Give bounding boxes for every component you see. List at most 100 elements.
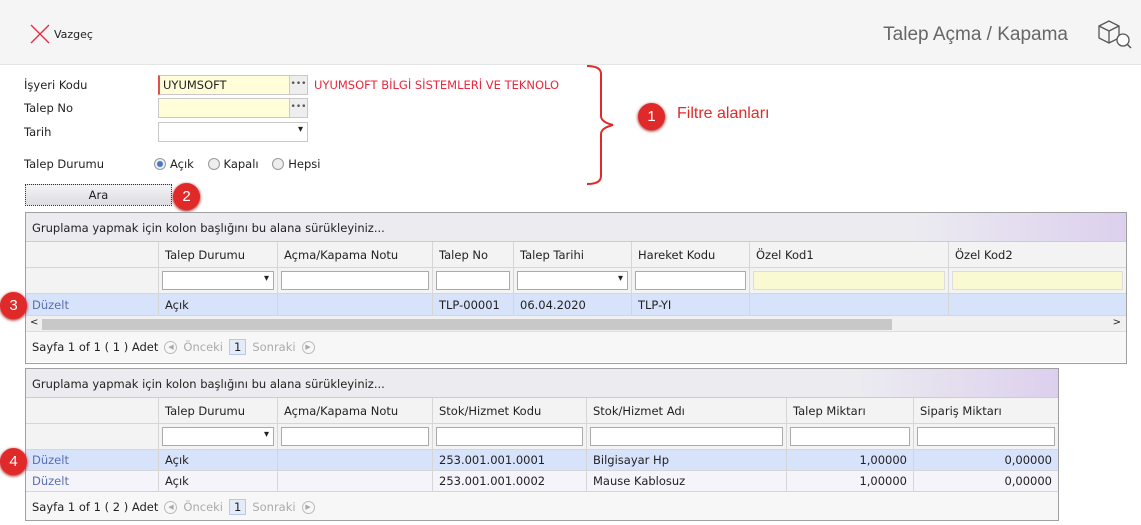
- filter-cell: [914, 424, 1058, 449]
- tarih-label: Tarih: [24, 125, 52, 139]
- filter-dropdown[interactable]: [162, 271, 274, 290]
- column-header[interactable]: Özel Kod2: [949, 242, 1126, 267]
- table-cell: Bilgisayar Hp: [587, 450, 787, 470]
- edit-link[interactable]: Düzelt: [26, 450, 159, 470]
- table-cell: Açık: [159, 450, 278, 470]
- column-header[interactable]: Talep Durumu: [159, 398, 278, 423]
- column-header[interactable]: [26, 398, 159, 423]
- table-cell: [750, 294, 949, 315]
- page-1-button[interactable]: 1: [229, 499, 247, 515]
- page-title: Talep Açma / Kapama: [883, 24, 1068, 45]
- radio-icon: [207, 158, 220, 170]
- group-panel[interactable]: Gruplama yapmak için kolon başlığını bu …: [26, 369, 1058, 398]
- column-header[interactable]: Açma/Kapama Notu: [278, 398, 433, 423]
- grid-header: Talep Durumu Açma/Kapama Notu Stok/Hizmet …: [26, 398, 1058, 424]
- annotation-filter-label: Filtre alanları: [677, 105, 770, 122]
- group-panel[interactable]: Gruplama yapmak için kolon başlığını bu …: [26, 213, 1126, 242]
- lookup-button[interactable]: •••: [289, 99, 307, 117]
- cancel-button[interactable]: Vazgeç: [30, 24, 93, 44]
- scroll-left-icon[interactable]: <: [30, 317, 39, 328]
- filter-input[interactable]: [436, 427, 583, 446]
- filter-dropdown[interactable]: [517, 271, 628, 290]
- table-cell: Açık: [159, 294, 278, 315]
- column-header[interactable]: Açma/Kapama Notu: [278, 242, 433, 267]
- radio-label: Kapalı: [223, 157, 259, 171]
- grid-body: Düzelt Açık TLP-00001 06.04.2020 TLP-YI: [26, 294, 1126, 316]
- table-cell: 253.001.001.0001: [433, 450, 587, 470]
- column-header[interactable]: Stok/Hizmet Adı: [587, 398, 787, 423]
- lookup-button[interactable]: •••: [289, 76, 307, 94]
- horizontal-scrollbar[interactable]: < >: [26, 316, 1126, 332]
- table-cell: [949, 294, 1126, 315]
- pager-info: Sayfa 1 of 1 ( 2 ) Adet: [32, 500, 159, 514]
- table-row[interactable]: Düzelt Açık 253.001.001.0002 Mause Kablosuz…: [26, 471, 1058, 492]
- page-1-button[interactable]: 1: [229, 339, 247, 355]
- column-header[interactable]: Talep No: [433, 242, 514, 267]
- search-button[interactable]: Ara: [25, 184, 172, 206]
- requests-grid: Gruplama yapmak için kolon başlığını bu …: [25, 212, 1127, 364]
- filter-cell: [159, 424, 278, 449]
- pager: Sayfa 1 of 1 ( 2 ) Adet ◀ Önceki 1 Sonrak…: [26, 492, 1058, 520]
- radio-hepsi[interactable]: Hepsi: [272, 157, 321, 171]
- filter-input[interactable]: [753, 271, 945, 290]
- filter-cell: [26, 268, 159, 293]
- table-cell: [278, 294, 433, 315]
- grid-body: Düzelt Açık 253.001.001.0001 Bilgisayar Hp 1…: [26, 450, 1058, 492]
- column-header[interactable]: Talep Tarihi: [514, 242, 632, 267]
- tarih-dropdown[interactable]: [158, 122, 308, 142]
- isyeri-value: UYUMSOFT: [163, 78, 227, 92]
- filter-input[interactable]: [917, 427, 1055, 446]
- table-cell: Açık: [159, 471, 278, 491]
- column-header[interactable]: Özel Kod1: [750, 242, 949, 267]
- column-header[interactable]: Sipariş Miktarı: [914, 398, 1058, 423]
- table-cell: 1,00000: [787, 450, 914, 470]
- filter-input[interactable]: [790, 427, 910, 446]
- filter-input[interactable]: [281, 427, 429, 446]
- next-icon[interactable]: ▶: [301, 500, 315, 514]
- prev-icon[interactable]: ◀: [164, 500, 178, 514]
- filter-cell: [750, 268, 949, 293]
- filter-dropdown[interactable]: [162, 427, 274, 446]
- prev-button[interactable]: Önceki: [183, 500, 223, 514]
- column-header[interactable]: Talep Miktarı: [787, 398, 914, 423]
- next-button[interactable]: Sonraki: [252, 500, 296, 514]
- box-search-icon[interactable]: [1096, 18, 1134, 50]
- table-cell: Mause Kablosuz: [587, 471, 787, 491]
- edit-link[interactable]: Düzelt: [26, 471, 159, 491]
- annotation-badge-4: 4: [0, 448, 27, 475]
- column-header[interactable]: [26, 242, 159, 267]
- table-cell: TLP-00001: [433, 294, 514, 315]
- table-cell: [278, 450, 433, 470]
- isyeri-input[interactable]: UYUMSOFT •••: [158, 75, 308, 95]
- filter-input[interactable]: [436, 271, 510, 290]
- radio-kapali[interactable]: Kapalı: [207, 157, 259, 171]
- filter-input[interactable]: [281, 271, 429, 290]
- edit-link[interactable]: Düzelt: [26, 294, 159, 315]
- table-cell: TLP-YI: [632, 294, 750, 315]
- filter-cell: [632, 268, 750, 293]
- durum-label: Talep Durumu: [24, 157, 105, 171]
- next-icon[interactable]: ▶: [301, 340, 315, 354]
- annotation-badge-1: 1: [638, 103, 665, 130]
- column-header[interactable]: Stok/Hizmet Kodu: [433, 398, 587, 423]
- radio-acik[interactable]: Açık: [154, 157, 194, 171]
- table-cell: 0,00000: [914, 450, 1058, 470]
- next-button[interactable]: Sonraki: [252, 340, 296, 354]
- scroll-right-icon[interactable]: >: [1112, 317, 1121, 328]
- prev-button[interactable]: Önceki: [183, 340, 223, 354]
- column-header[interactable]: Hareket Kodu: [632, 242, 750, 267]
- filter-input[interactable]: [635, 271, 746, 290]
- filter-input[interactable]: [590, 427, 783, 446]
- toolbar: [0, 0, 1141, 65]
- prev-icon[interactable]: ◀: [164, 340, 178, 354]
- table-cell: 06.04.2020: [514, 294, 632, 315]
- column-header[interactable]: Talep Durumu: [159, 242, 278, 267]
- talep-no-label: Talep No: [24, 101, 74, 115]
- isyeri-description: UYUMSOFT BİLGİ SİSTEMLERİ VE TEKNOLO: [314, 78, 560, 92]
- table-row[interactable]: Düzelt Açık 253.001.001.0001 Bilgisayar Hp 1…: [26, 450, 1058, 471]
- scrollbar-thumb[interactable]: [42, 319, 892, 330]
- filter-cell: [278, 424, 433, 449]
- table-row[interactable]: Düzelt Açık TLP-00001 06.04.2020 TLP-YI: [26, 294, 1126, 316]
- filter-input[interactable]: [952, 271, 1123, 290]
- talep-no-input[interactable]: •••: [158, 98, 308, 118]
